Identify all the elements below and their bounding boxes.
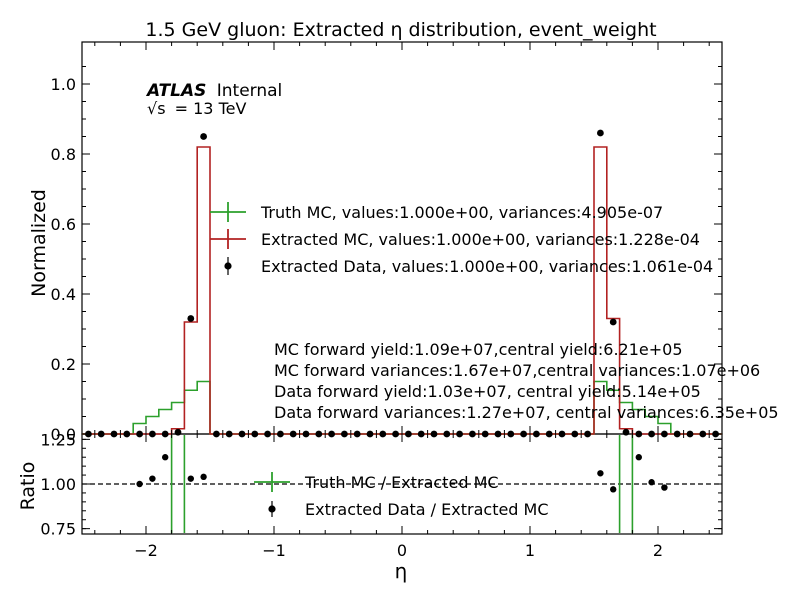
- ratio-data-point: [648, 479, 655, 486]
- data-point: [353, 430, 361, 438]
- data-point: [251, 430, 259, 438]
- annotation-data-variances: Data forward variances:1.27e+07, central…: [274, 403, 779, 422]
- ratio-data-point: [200, 473, 207, 481]
- data-point: [648, 430, 655, 438]
- data-point: [366, 430, 374, 438]
- data-point: [328, 430, 335, 438]
- x-tick-label: 2: [653, 541, 663, 560]
- ratio-data-point: [136, 480, 143, 488]
- data-point: [494, 430, 502, 438]
- data-point: [545, 430, 553, 438]
- ratio-data-point: [597, 470, 604, 477]
- y-tick-label: 0.4: [51, 285, 76, 304]
- data-point: [213, 430, 220, 438]
- data-point: [520, 430, 527, 438]
- ratio-y-tick-label: 1.00: [40, 475, 76, 494]
- data-point: [277, 430, 284, 438]
- ratio-data-point: [187, 475, 194, 482]
- data-point: [136, 430, 144, 438]
- ratio-y-tick-label: 1.25: [40, 430, 76, 449]
- data-point: [533, 430, 540, 438]
- data-point: [187, 315, 195, 322]
- ratio-y-axis-label: Ratio: [17, 462, 39, 511]
- atlas-sublabel: Internal: [217, 81, 283, 101]
- data-point: [558, 430, 566, 438]
- chart-title: 1.5 GeV gluon: Extracted η distribution,…: [145, 19, 656, 41]
- data-point: [584, 430, 591, 438]
- ratio-data-point: [635, 454, 642, 461]
- data-point: [405, 430, 412, 438]
- data-point: [635, 430, 643, 438]
- data-point: [302, 430, 310, 438]
- ratio-legend-truth-label: Truth MC / Extracted MC: [304, 473, 499, 492]
- data-point: [469, 430, 476, 438]
- data-point: [456, 430, 463, 438]
- data-point: [97, 430, 105, 438]
- data-point: [622, 428, 630, 436]
- data-point: [110, 430, 118, 438]
- svg-text:ATLAS Internal: ATLAS Internal: [145, 81, 282, 101]
- x-tick-label: 1: [525, 541, 535, 560]
- data-point: [392, 430, 399, 438]
- y-tick-label: 0.0: [51, 425, 76, 444]
- data-point: [673, 430, 681, 438]
- x-tick-label: −1: [262, 541, 286, 560]
- data-point: [264, 430, 271, 438]
- data-point: [225, 430, 233, 438]
- data-point: [289, 430, 297, 438]
- annotation-mc-variances: MC forward variances:1.67e+07,central va…: [274, 361, 760, 380]
- energy-label-prefix: √s: [147, 99, 166, 118]
- annotation-data-yield: Data forward yield:1.03e+07, central yie…: [274, 382, 701, 401]
- axis-ticks: −2 −1 0 1 2 0.0 0.2 0.4 0.6 0.8 1.0 0.75 1.00 1.25: [40, 42, 722, 560]
- data-point: [123, 430, 131, 438]
- atlas-label: ATLAS: [145, 81, 206, 101]
- legend-extracted-mc-label: Extracted MC, values:1.000e+00, variance…: [261, 230, 700, 249]
- data-point: [315, 430, 323, 438]
- data-point: [238, 430, 246, 438]
- legend-truth-mc-label: Truth MC, values:1.000e+00, variances:4.…: [260, 203, 663, 222]
- y-tick-label: 1.0: [51, 75, 76, 94]
- data-point: [686, 430, 694, 438]
- data-point: [341, 430, 348, 438]
- data-point: [571, 430, 579, 438]
- y-tick-label: 0.6: [51, 215, 76, 234]
- y-tick-label: 0.8: [51, 145, 76, 164]
- data-point: [417, 430, 425, 438]
- svg-text:√s = 13 TeV: √s = 13 TeV: [147, 99, 246, 118]
- x-tick-label: 0: [397, 541, 407, 560]
- data-point: [174, 428, 182, 436]
- ratio-data-point: [149, 475, 156, 482]
- data-point: [200, 133, 208, 140]
- data-point: [609, 318, 617, 326]
- energy-label-value: = 13 TeV: [175, 99, 247, 118]
- data-point: [443, 430, 451, 438]
- data-point: [161, 430, 169, 438]
- ratio-plot: [82, 435, 722, 533]
- data-point: [379, 430, 387, 438]
- ratio-legend: Truth MC / Extracted MC Extracted Data /…: [254, 472, 549, 519]
- ratio-y-tick-label: 0.75: [40, 520, 76, 539]
- annotation-mc-yield: MC forward yield:1.09e+07,central yield:…: [274, 340, 683, 359]
- data-point: [430, 430, 438, 438]
- y-tick-label: 0.2: [51, 355, 76, 374]
- data-point: [699, 430, 707, 438]
- ratio-data-point: [610, 486, 617, 493]
- data-point: [507, 430, 515, 438]
- ratio-data-point: [661, 484, 668, 491]
- ratio-data-point: [162, 454, 169, 461]
- x-tick-label: −2: [134, 541, 158, 560]
- legend-extracted-data-label: Extracted Data, values:1.000e+00, varian…: [261, 257, 713, 276]
- data-point: [597, 129, 604, 137]
- data-point: [661, 430, 668, 438]
- main-legend: Truth MC, values:1.000e+00, variances:4.…: [210, 202, 713, 276]
- x-axis-label: η: [395, 559, 408, 583]
- y-axis-label: Normalized: [28, 189, 50, 297]
- ratio-legend-data-label: Extracted Data / Extracted MC: [305, 500, 549, 519]
- data-point: [481, 430, 489, 438]
- data-point: [149, 430, 156, 438]
